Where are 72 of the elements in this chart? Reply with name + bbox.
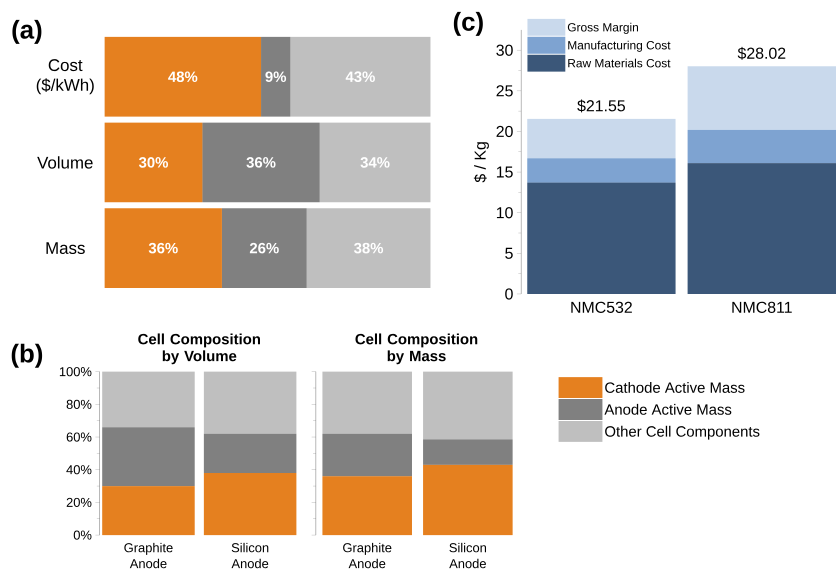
bar <box>202 122 320 202</box>
bar <box>104 122 202 202</box>
y-tick-label: 0 <box>505 288 513 300</box>
y-tick-label: 60% <box>66 432 92 442</box>
bar <box>261 36 290 117</box>
bar <box>423 372 513 440</box>
x-tick-label: Silicon Anode <box>449 542 486 568</box>
data-label: 9% <box>265 71 286 82</box>
legend-label: Raw Materials Cost <box>568 58 670 68</box>
y-tick-label: Cost ($/kWh) <box>36 59 94 94</box>
bar <box>102 427 195 486</box>
legend-label: Anode Active Mass <box>604 404 732 415</box>
data-label: 26% <box>250 242 279 254</box>
y-tick-label: 30 <box>496 44 513 56</box>
bar <box>320 122 430 202</box>
text: (b) <box>12 344 42 368</box>
y-tick-label: 25 <box>496 85 513 96</box>
data-label: 43% <box>346 71 375 82</box>
legend-label: Gross Margin <box>568 22 638 34</box>
total-label: $21.55 <box>577 100 625 112</box>
y-tick-label: 80% <box>66 400 92 409</box>
bar <box>204 372 296 434</box>
bar <box>322 372 412 434</box>
x-tick-label: Graphite Anode <box>343 542 392 568</box>
bar <box>688 66 836 130</box>
bar <box>423 464 513 536</box>
bar <box>204 434 296 474</box>
x-tick-label: NMC532 <box>571 302 632 313</box>
text: (a) <box>12 20 42 44</box>
bar <box>204 473 296 536</box>
x-tick-label: Graphite Anode <box>124 542 173 568</box>
bar <box>306 208 430 288</box>
data-label: 34% <box>360 157 390 168</box>
legend-label: Manufacturing Cost <box>568 40 670 52</box>
bar <box>104 208 222 288</box>
data-label: 36% <box>148 242 178 254</box>
bar <box>527 158 676 183</box>
bar <box>322 434 412 476</box>
bar <box>688 130 836 164</box>
bar <box>527 118 676 158</box>
bar <box>322 476 412 536</box>
y-tick-label: Volume <box>37 156 93 169</box>
y-tick-label: 20 <box>496 126 513 138</box>
data-label: 38% <box>354 242 384 254</box>
x-tick-label: Silicon Anode <box>232 542 268 568</box>
data-label: 48% <box>168 71 198 82</box>
chart-title: Cell Composition by Mass <box>355 333 478 364</box>
data-label: 36% <box>246 157 276 168</box>
y-tick-label: 0% <box>74 530 92 540</box>
legend-label: Other Cell Components <box>605 426 760 440</box>
legend-label: Cathode Active Mass <box>605 382 745 393</box>
y-axis-title: $ / Kg <box>474 142 489 183</box>
x-tick-label: NMC811 <box>732 302 792 313</box>
total-label: $28.02 <box>738 46 786 60</box>
bar <box>222 208 307 288</box>
chart-title: Cell Composition by Volume <box>138 333 260 364</box>
y-tick-label: 5 <box>505 248 513 259</box>
bar <box>102 486 195 536</box>
y-tick-label: 10 <box>496 207 513 218</box>
y-tick-label: 15 <box>496 166 513 178</box>
y-tick-label: 20% <box>66 498 92 507</box>
data-label: 30% <box>138 157 168 168</box>
y-tick-label: Mass <box>46 242 85 254</box>
bar <box>102 372 195 428</box>
bar <box>423 440 513 465</box>
y-tick-label: 100% <box>60 367 92 376</box>
y-tick-label: 40% <box>66 465 92 474</box>
bar <box>104 36 262 117</box>
bar <box>290 36 430 117</box>
bar <box>688 163 836 294</box>
text: (c) <box>454 12 483 36</box>
bar <box>527 182 676 294</box>
